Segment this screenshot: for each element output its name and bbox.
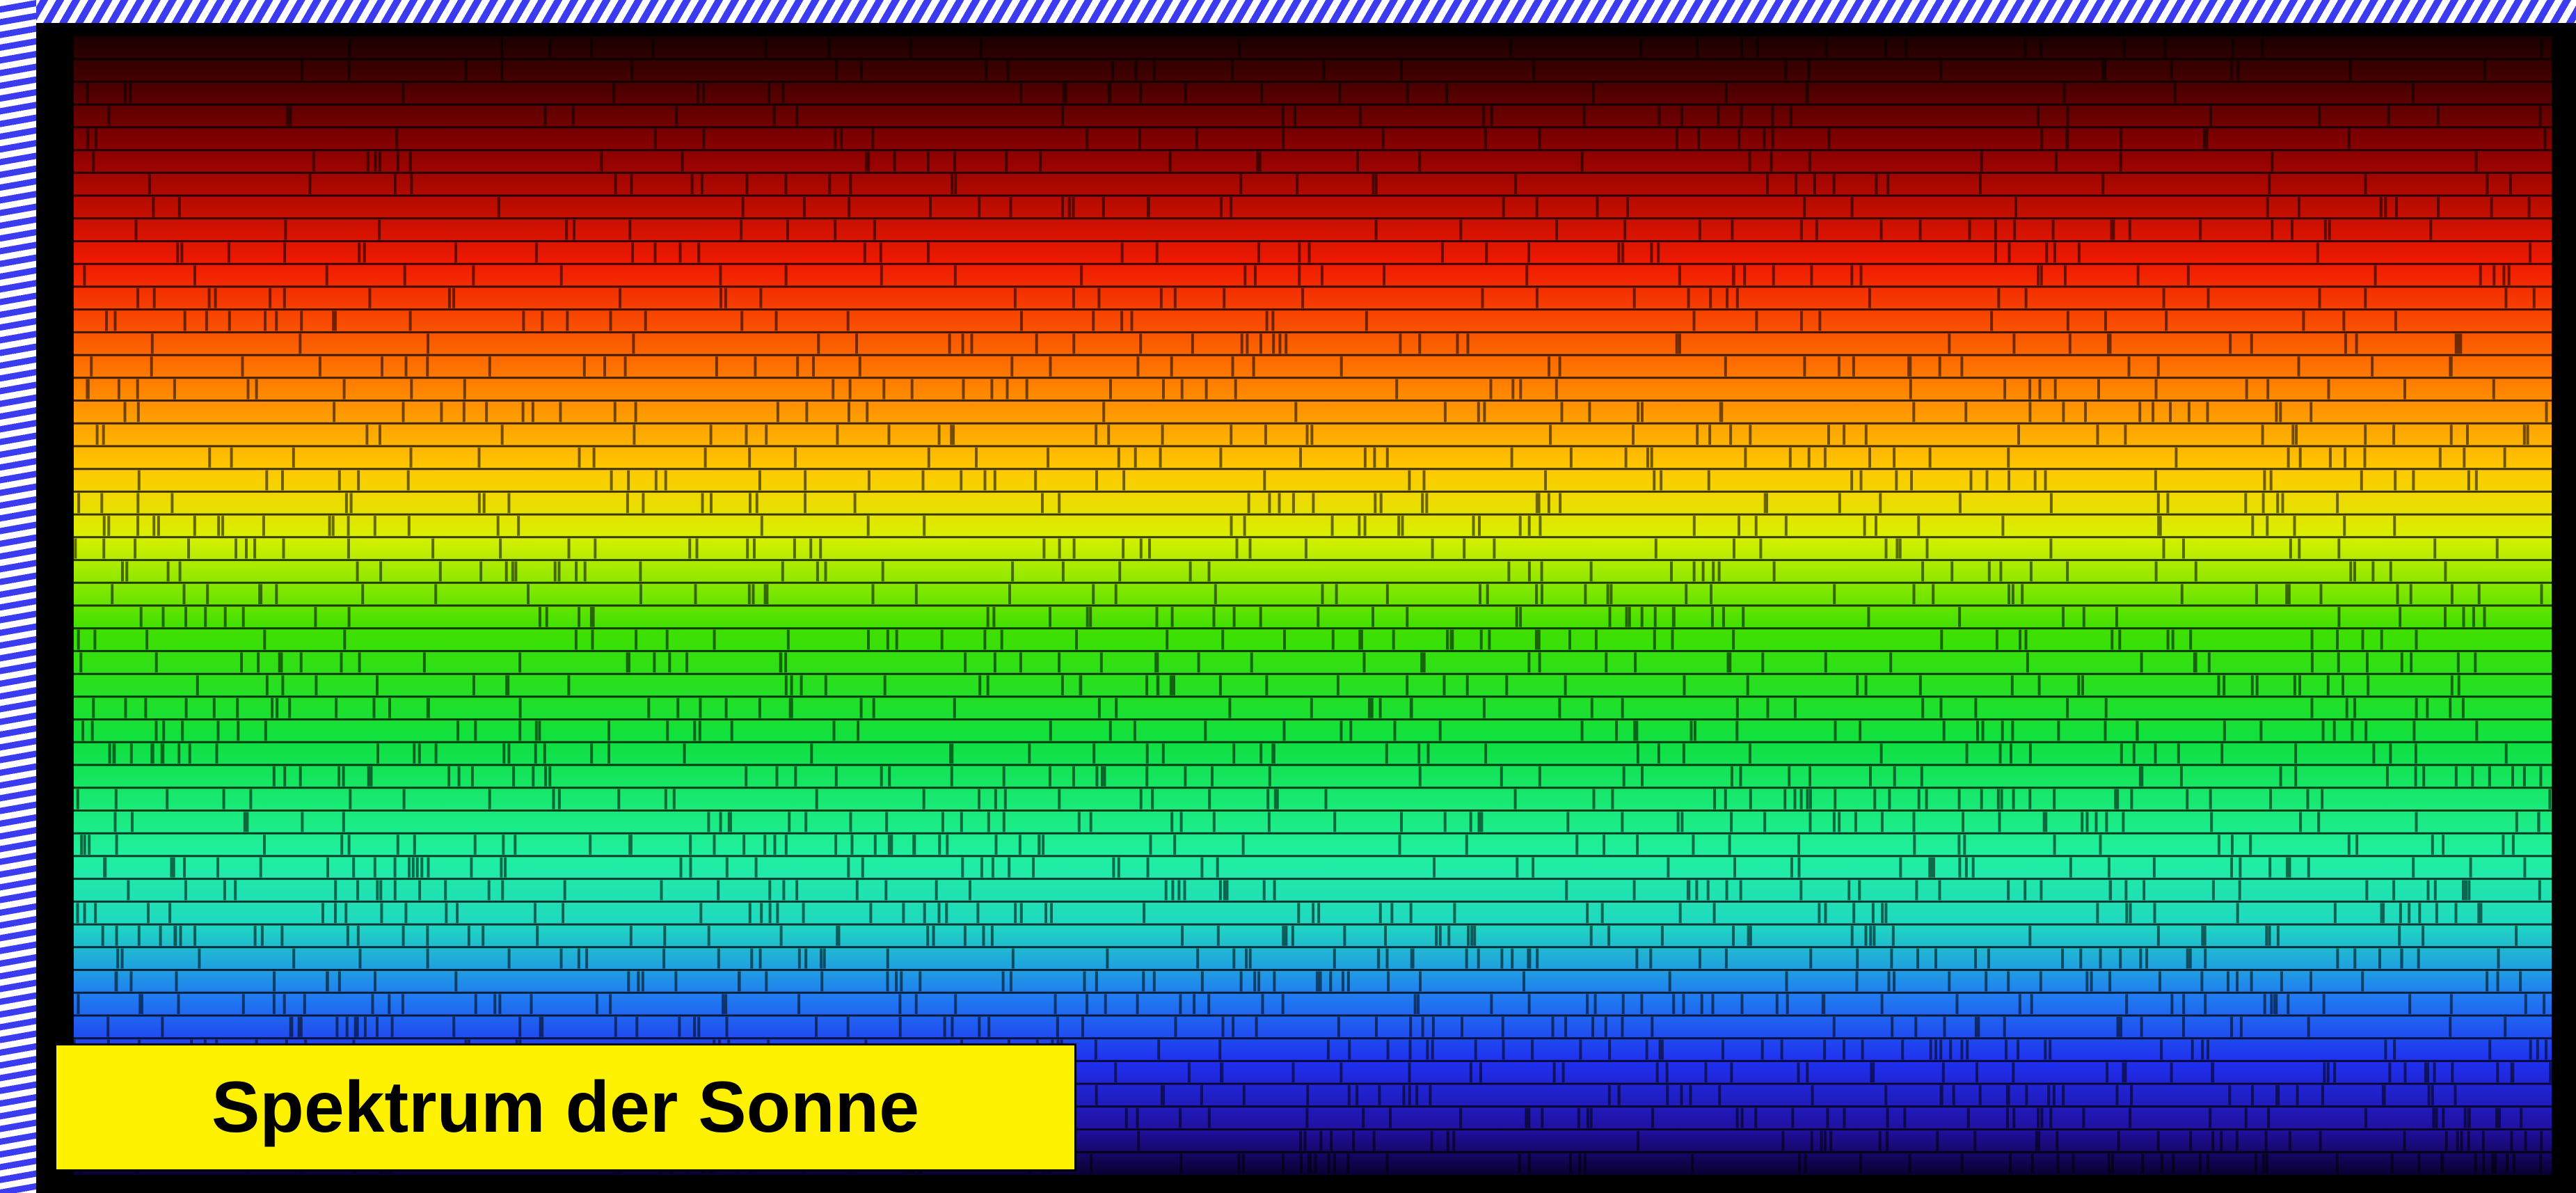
stripe-border-top [0, 0, 2576, 23]
stripe-border-left [0, 0, 36, 1193]
solar-spectrum [74, 36, 2552, 1175]
caption-box: Spektrum der Sonne [54, 1043, 1076, 1171]
caption-text: Spektrum der Sonne [211, 1066, 920, 1148]
row-separators [74, 58, 2552, 1153]
